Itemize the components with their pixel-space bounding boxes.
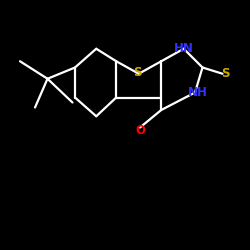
Text: O: O — [135, 124, 145, 136]
Text: NH: NH — [188, 86, 208, 99]
Text: HN: HN — [174, 42, 194, 55]
Text: S: S — [133, 66, 142, 79]
Text: S: S — [221, 67, 229, 80]
